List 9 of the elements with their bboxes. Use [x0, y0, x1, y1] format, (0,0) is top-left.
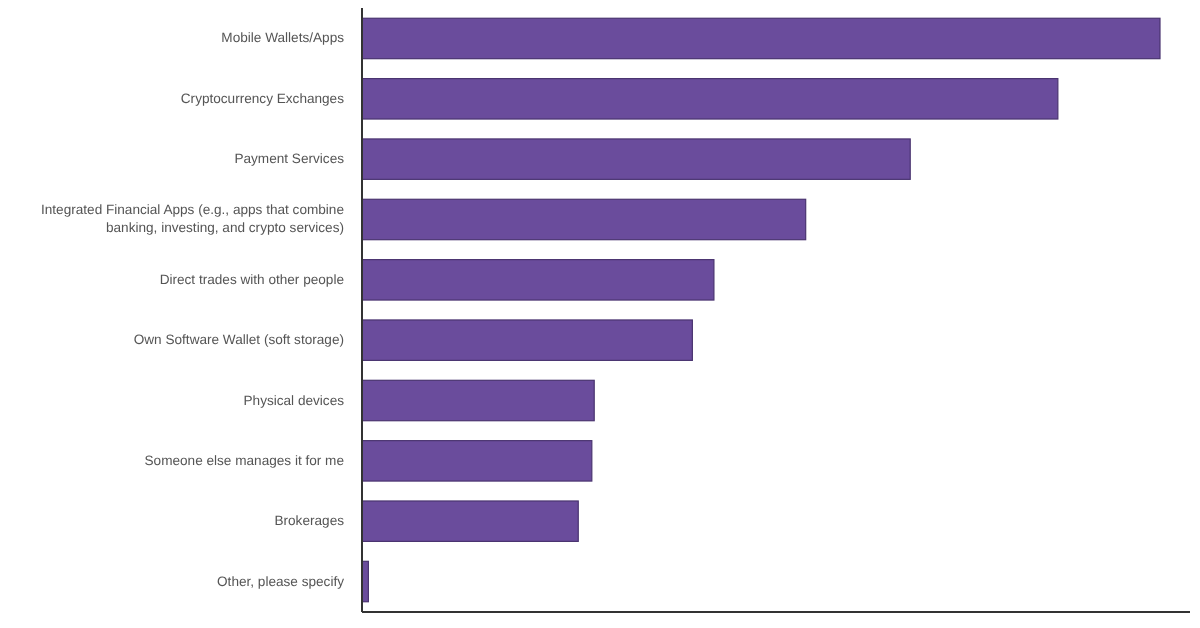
- bar: [361, 500, 579, 542]
- bar: [361, 17, 1161, 60]
- bar: [361, 259, 715, 301]
- bar: [361, 138, 911, 180]
- bar: [361, 198, 807, 241]
- bar: [361, 319, 693, 361]
- bar: [361, 78, 1059, 120]
- bar: [361, 379, 595, 422]
- bar: [361, 440, 593, 482]
